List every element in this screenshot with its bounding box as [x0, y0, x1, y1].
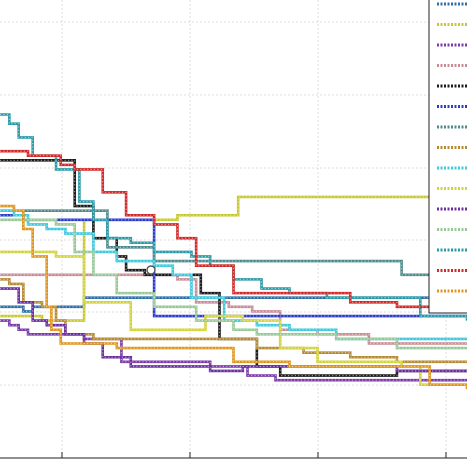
series-layer	[0, 113, 467, 390]
series-dots-4	[0, 274, 467, 345]
series-dots-14	[0, 150, 467, 312]
series-dots-9	[0, 210, 467, 340]
legend	[428, 0, 467, 314]
series-dots-2	[0, 192, 467, 322]
series-line-10	[0, 250, 467, 387]
legend-box	[428, 0, 467, 314]
series-dots-5	[0, 159, 467, 377]
series-dots-7	[0, 210, 467, 280]
series-line-1	[0, 296, 467, 313]
series-dots-15	[0, 205, 467, 390]
data-point-marker	[146, 265, 156, 275]
series-dots-12	[0, 219, 467, 349]
